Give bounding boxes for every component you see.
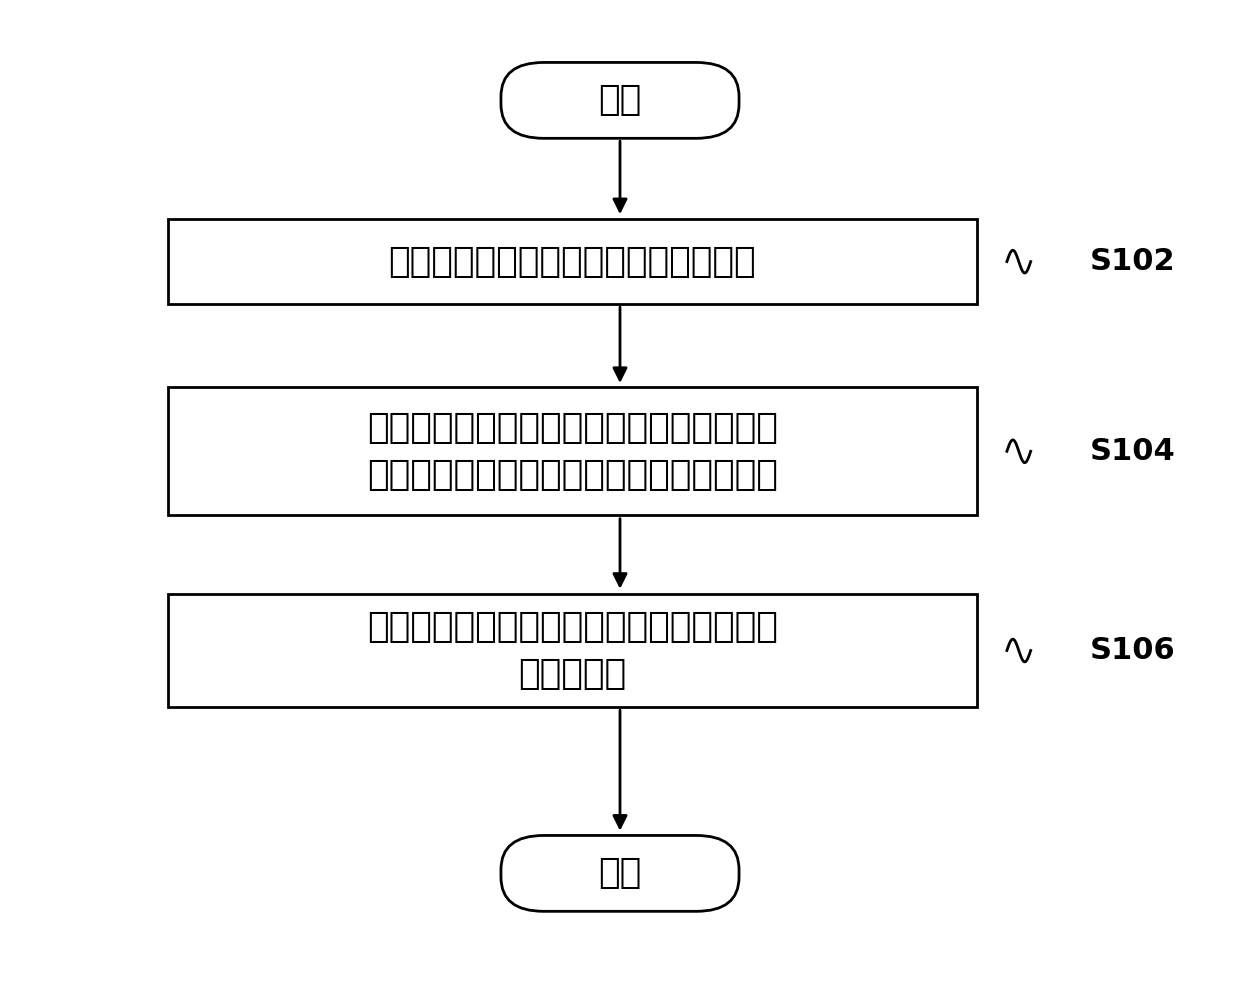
Bar	[167, 387, 977, 516]
FancyBboxPatch shape	[501, 62, 739, 138]
Text: 结束: 结束	[599, 857, 641, 890]
Bar	[167, 219, 977, 304]
FancyBboxPatch shape	[501, 836, 739, 911]
Text: S102: S102	[1090, 247, 1176, 276]
Text: 开始: 开始	[599, 83, 641, 118]
Bar	[167, 594, 977, 707]
Text: 获取至少一个温度传感器确定的温度值: 获取至少一个温度传感器确定的温度值	[388, 245, 756, 279]
Text: S106: S106	[1090, 636, 1176, 665]
Text: 根据特征量与特征范围的关系，确定室内机
的故障状态: 根据特征量与特征范围的关系，确定室内机 的故障状态	[367, 610, 777, 692]
Text: 根据至少一个温度值以及室内机的风量确定
对应于室内机中换热器的换热效果的特征量: 根据至少一个温度值以及室内机的风量确定 对应于室内机中换热器的换热效果的特征量	[367, 411, 777, 492]
Text: S104: S104	[1090, 437, 1176, 465]
